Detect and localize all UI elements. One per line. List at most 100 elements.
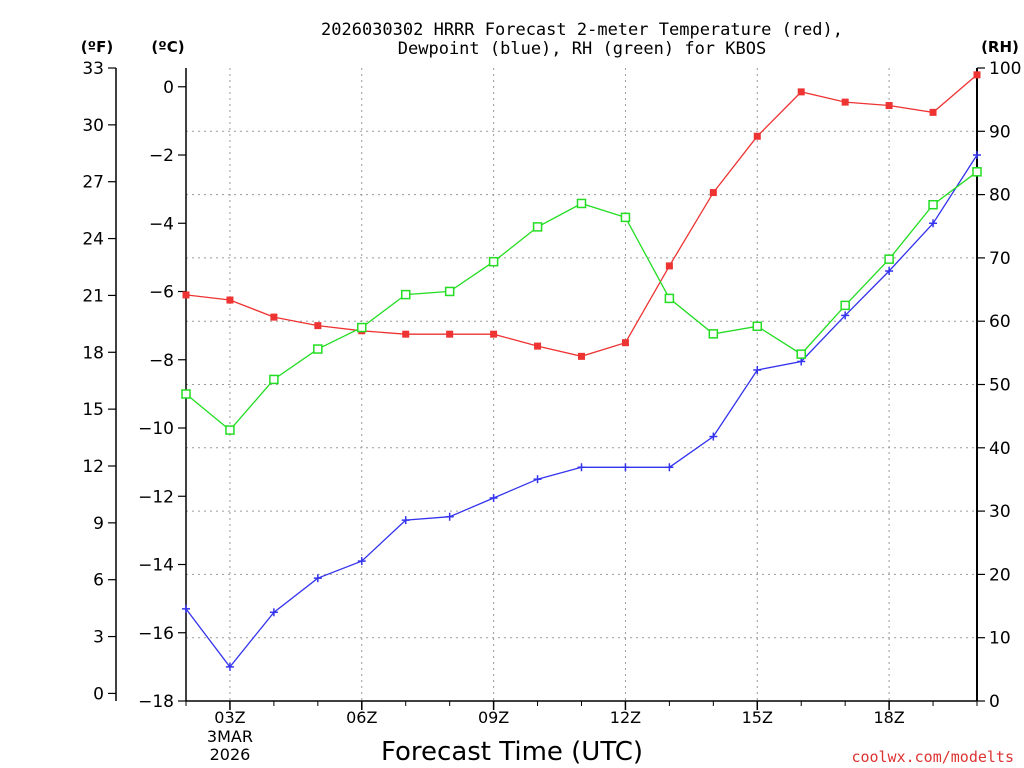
temperature-point <box>226 296 234 304</box>
tick-labels: 0−2−4−6−8−10−12−14−16−183330272421181512… <box>82 59 1021 764</box>
rh-point <box>400 289 411 300</box>
rh-point <box>269 374 279 385</box>
time-tick-label: 09Z <box>478 708 509 727</box>
rh-point <box>576 198 587 209</box>
dewpoint-point <box>929 219 938 228</box>
fahrenheit-tick-label: 9 <box>93 514 104 534</box>
rh-point <box>840 300 850 311</box>
temperature-point <box>841 98 849 106</box>
celsius-tick-label: −10 <box>138 419 174 439</box>
dewpoint-point <box>533 475 542 484</box>
fahrenheit-tick-label: 27 <box>82 173 104 193</box>
rh-point <box>532 222 543 232</box>
chart-title-line2: Dewpoint (blue), RH (green) for KBOS <box>398 39 766 59</box>
dewpoint-point <box>753 365 762 374</box>
rh-point <box>357 322 367 333</box>
temperature-point <box>753 132 761 140</box>
dewpoint-point <box>401 516 410 525</box>
fahrenheit-tick-label: 12 <box>82 457 104 477</box>
temperature-point <box>621 339 629 347</box>
temperature-point <box>182 291 190 299</box>
rh-point <box>796 349 806 359</box>
rh-point <box>620 212 631 223</box>
series-line <box>185 171 978 432</box>
watermark: coolwx.com/modelts <box>851 748 1014 766</box>
dewpoint-point <box>973 151 981 160</box>
dewpoint-point <box>665 463 674 472</box>
data-series <box>181 71 982 671</box>
fahrenheit-tick-label: 6 <box>93 571 104 591</box>
celsius-tick-label: −18 <box>138 692 174 712</box>
rh-point <box>664 293 675 304</box>
rh-tick-label: 10 <box>989 629 1011 649</box>
dewpoint-point <box>841 311 850 320</box>
time-tick-year-label: 2026 <box>210 745 251 764</box>
series-line <box>185 154 978 668</box>
dewpoint-point <box>709 432 718 441</box>
temperature-point <box>270 313 278 321</box>
celsius-tick-label: −16 <box>138 624 174 644</box>
dewpoint-point <box>445 512 454 521</box>
dewpoint-point <box>489 493 498 502</box>
rh-point <box>884 254 894 264</box>
fahrenheit-tick-label: 0 <box>93 684 104 704</box>
temperature-point <box>885 102 893 110</box>
fahrenheit-tick-label: 18 <box>82 343 104 363</box>
rh-tick-label: 40 <box>989 439 1011 459</box>
series-line <box>185 74 978 357</box>
temperature-point <box>534 342 542 350</box>
fahrenheit-tick-label: 30 <box>82 116 104 136</box>
celsius-tick-label: −6 <box>149 283 174 303</box>
dewpoint-point <box>182 604 190 613</box>
temperature-point <box>973 71 981 79</box>
grid-lines <box>186 68 977 701</box>
rh-point <box>313 344 323 354</box>
rh-point <box>928 199 938 210</box>
dewpoint-point <box>269 608 278 617</box>
dewpoint-point <box>577 463 586 472</box>
fahrenheit-tick-label: 3 <box>93 628 104 648</box>
temperature-point <box>797 88 805 96</box>
rh-tick-label: 30 <box>989 502 1011 522</box>
celsius-tick-label: −12 <box>138 487 174 507</box>
rh-point <box>444 286 455 297</box>
celsius-tick-label: −4 <box>149 214 174 234</box>
rh-axis-unit: (RH) <box>981 38 1019 56</box>
time-tick-label: 15Z <box>742 708 773 727</box>
dewpoint-point <box>621 463 630 472</box>
temperature-point <box>446 330 454 338</box>
temperature-point <box>402 330 410 338</box>
rh-tick-label: 70 <box>989 249 1011 269</box>
dewpoint-point <box>357 557 366 566</box>
rh-point <box>181 389 191 399</box>
celsius-tick-label: −2 <box>149 146 174 166</box>
rh-point <box>225 425 235 435</box>
fahrenheit-axis-unit: (ºF) <box>81 38 113 56</box>
fahrenheit-tick-label: 24 <box>82 230 104 250</box>
time-tick-label: 03Z <box>214 708 245 727</box>
fahrenheit-tick-label: 33 <box>82 59 104 79</box>
x-axis-label: Forecast Time (UTC) <box>381 737 643 767</box>
chart-title-line1: 2026030302 HRRR Forecast 2-meter Tempera… <box>321 20 843 40</box>
time-tick-label: 12Z <box>610 708 641 727</box>
rh-tick-label: 50 <box>989 376 1011 396</box>
rh-point <box>488 256 499 267</box>
rh-tick-label: 90 <box>989 122 1011 142</box>
fahrenheit-tick-label: 21 <box>82 286 104 306</box>
temperature-point <box>578 352 585 360</box>
celsius-tick-label: −8 <box>149 351 174 371</box>
temperature-point <box>929 108 937 116</box>
celsius-tick-label: −14 <box>138 556 174 576</box>
time-tick-label: 18Z <box>873 708 904 727</box>
rh-point <box>752 321 763 332</box>
rh-tick-label: 0 <box>989 692 1000 712</box>
time-tick-date-label: 3MAR <box>207 727 253 746</box>
rh-point <box>708 329 719 339</box>
dewpoint-point <box>885 267 894 276</box>
dewpoint-point <box>313 574 322 583</box>
temperature-point <box>665 262 673 270</box>
rh-tick-label: 20 <box>989 565 1011 585</box>
rh-point <box>972 167 982 177</box>
rh-tick-label: 100 <box>989 59 1021 79</box>
